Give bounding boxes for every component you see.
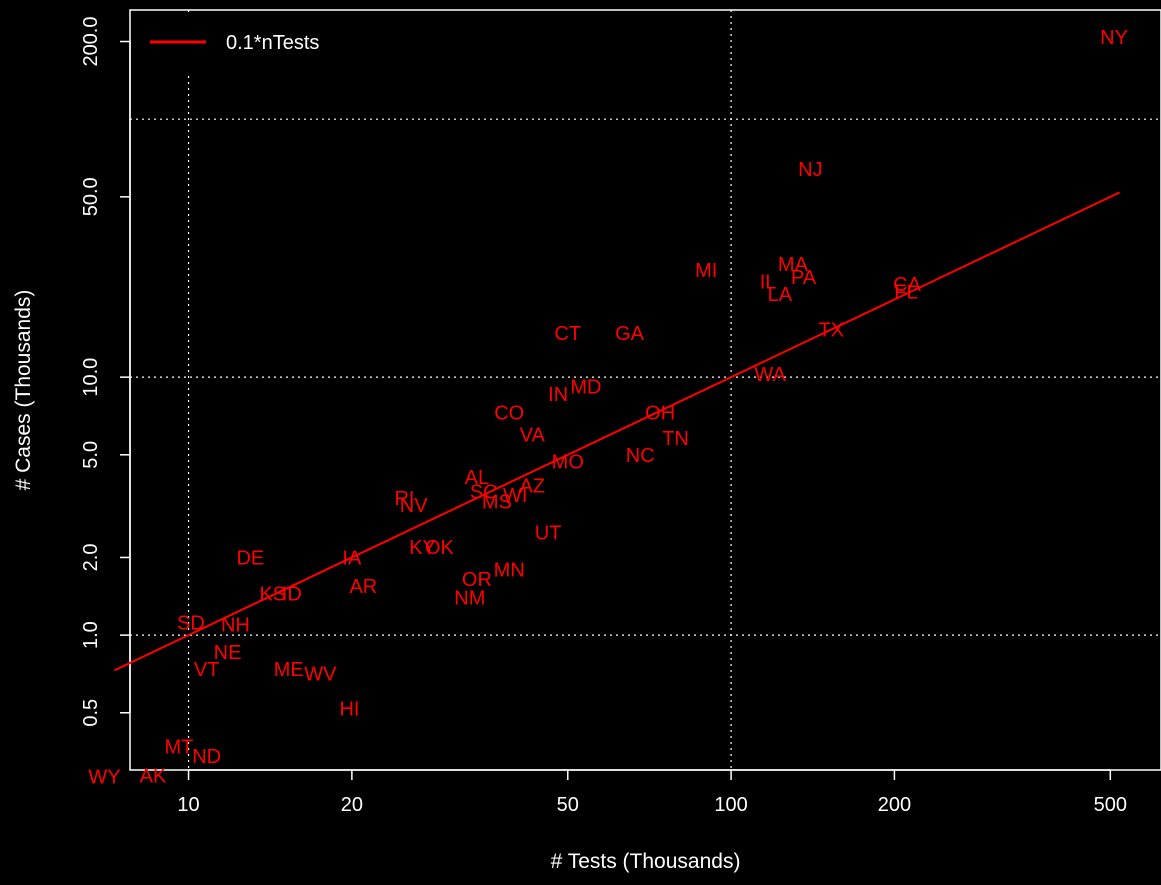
point-label-ky: KY [409,537,436,559]
x-tick-label: 500 [1094,794,1127,816]
point-label-sd: SD [177,612,205,634]
point-label-mn: MN [494,559,525,581]
y-tick-label: 50.0 [80,177,102,216]
point-label-ct: CT [554,323,581,345]
point-label-fl: FL [894,281,917,303]
point-label-de: DE [236,547,264,569]
point-label-tx: TX [819,320,845,342]
y-tick-label: 5.0 [80,441,102,469]
point-label-ga: GA [615,323,645,345]
point-label-ri: RI [394,488,414,510]
point-label-ar: AR [349,576,377,598]
grid [130,10,1161,770]
y-axis: 0.5 1.0 2.0 5.0 10.0 50.0 200.0 [80,16,131,727]
y-tick-label: 10.0 [80,358,102,397]
point-label-md: MD [570,376,601,398]
point-label-va: VA [520,424,546,446]
point-label-ny: NY [1100,27,1128,49]
point-label-vt: VT [194,659,220,681]
point-label-id: ID [282,583,302,605]
fit-line [113,191,1120,672]
x-axis: 10 20 50 100 200 500 [177,769,1127,816]
y-tick-label: 0.5 [80,699,102,727]
point-label-ms: MS [482,491,512,513]
point-label-ok: OK [425,537,455,559]
point-label-la: LA [768,284,793,306]
point-label-ak: AK [140,766,167,788]
y-axis-title: # Cases (Thousands) [12,290,35,491]
x-tick-label: 100 [714,794,747,816]
point-label-il: IL [760,271,777,293]
point-label-ut: UT [535,522,562,544]
legend: 0.1*nTests [132,12,360,74]
x-tick-label: 10 [177,794,199,816]
point-label-al: AL [465,467,489,489]
point-label-ma: MA [778,254,809,276]
fit-line-layer [113,191,1120,672]
x-tick-label: 20 [341,794,363,816]
point-label-ne: NE [214,642,242,664]
legend-label: 0.1*nTests [226,32,319,54]
point-label-mo: MO [552,452,584,474]
point-label-ks: KS [259,583,286,605]
y-tick-label: 1.0 [80,621,102,649]
point-label-az: AZ [519,476,545,498]
point-label-hi: HI [339,698,359,720]
point-label-nh: NH [221,614,250,636]
y-tick-label: 200.0 [80,16,102,66]
point-label-wy: WY [88,767,120,789]
point-label-me: ME [274,659,304,681]
point-label-or: OR [462,569,492,591]
point-label-mi: MI [695,260,717,282]
point-label-ca: CA [893,274,921,296]
point-label-nj: NJ [798,159,822,181]
y-tick-label: 2.0 [80,544,102,572]
point-label-nc: NC [626,445,655,467]
point-label-ia: IA [342,547,362,569]
point-label-pa: PA [791,267,817,289]
point-label-oh: OH [645,402,675,424]
point-label-in: IN [548,384,568,406]
point-label-nm: NM [454,587,485,609]
point-label-wi: WI [503,485,527,507]
point-label-nv: NV [400,495,428,517]
x-tick-label: 50 [557,794,579,816]
point-label-wa: WA [754,364,786,386]
point-label-tn: TN [662,428,689,450]
x-axis-title: # Tests (Thousands) [551,850,741,873]
point-label-nd: ND [192,746,221,768]
point-label-sc: SC [470,482,498,504]
x-tick-label: 200 [878,794,911,816]
point-label-wv: WV [304,663,337,685]
point-label-co: CO [494,402,524,424]
point-label-mt: MT [164,737,193,759]
